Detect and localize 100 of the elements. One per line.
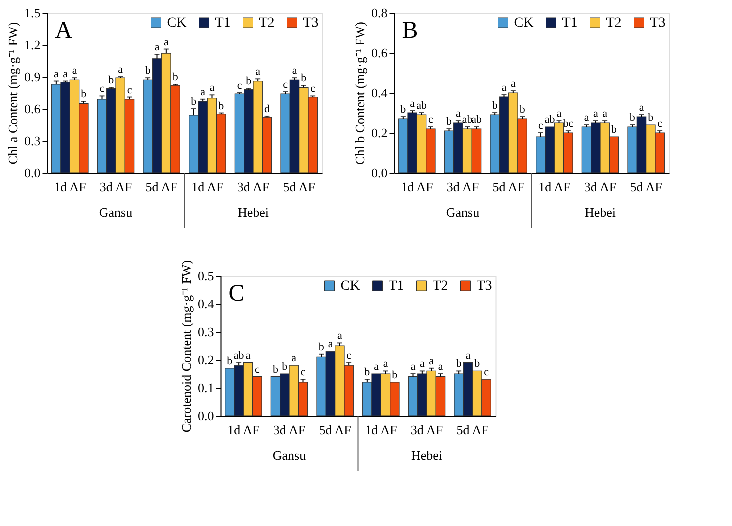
data-label: a [246,350,251,362]
data-label: b [492,100,498,112]
data-label: a [154,42,160,54]
data-label: b [400,104,407,116]
y-tick-label: 0.6 [372,46,388,60]
data-label: b [81,88,88,101]
text: Hebei [238,205,270,220]
data-label: a [292,65,298,78]
data-label: b [145,65,152,78]
data-label: a [502,82,507,94]
data-label: c [538,120,544,132]
data-label: ab [544,114,556,126]
y-tick-label: 0.6 [24,102,42,116]
y-tick-label: 1.2 [24,38,41,52]
data-label: a [383,358,388,370]
data-label: b [218,100,225,112]
legend-label: T3 [650,16,666,31]
legend-label: T1 [215,16,231,31]
data-label: a [593,108,598,120]
legend-label: T2 [259,16,275,31]
legend-label: T3 [476,279,492,294]
chart-title: B [402,18,418,44]
data-label: b [318,341,325,354]
data-label: c [254,364,260,376]
y-tick-label: 0.3 [24,134,41,148]
x-tick-label: 5d AF [492,180,525,194]
data-label: a [63,68,68,80]
x-tick-label: 5d AF [146,180,178,194]
data-label: a [639,102,644,114]
x-tick-label: 3d AF [410,422,444,438]
data-label: b [456,358,462,370]
y-axis-title: Carotenoid Content (mg·g⁻¹ FW) [179,260,194,433]
data-label: ab [416,100,428,112]
chart-title: A [55,18,74,44]
data-label: a [510,78,516,90]
data-label: b [301,72,308,85]
y-tick-label: 0.2 [198,352,214,368]
data-label: c [237,80,242,92]
legend-label: T2 [432,279,448,294]
data-label: ab [234,350,245,362]
data-label: b [474,358,481,370]
y-tick-label: 0.0 [372,166,388,180]
x-tick-label: 1d AF [538,180,571,194]
data-label: c [300,366,306,379]
data-label: c [127,84,132,96]
data-label: ab [472,114,482,126]
data-label: b [364,366,371,379]
x-tick-label: 3d AF [273,422,306,438]
data-label: b [612,124,618,136]
text: Hebei [411,448,443,463]
x-tick-label: 1d AF [228,422,260,438]
y-tick-label: 1.5 [24,6,41,20]
y-tick-label: 0.0 [24,166,41,180]
data-label: a [256,66,261,78]
x-tick-label: 5d AF [283,180,316,194]
x-tick-label: 3d AF [446,180,480,194]
y-tick-label: 0.9 [24,70,41,84]
data-label: b [227,355,234,368]
data-label: c [283,78,288,91]
data-label: a [164,36,169,48]
legend-label: CK [167,16,187,31]
data-label: b [108,74,115,87]
y-tick-label: 0.2 [372,126,388,140]
data-label: d [264,103,270,116]
data-label: c [100,83,105,96]
y-axis-title: Chl a Content (mg·g⁻¹ FW) [6,22,20,165]
data-label: a [54,68,59,80]
y-tick-label: 0.5 [198,268,214,284]
data-label: a [429,355,434,368]
x-tick-label: 1d AF [401,180,434,194]
data-label: a [337,330,342,342]
data-label: c [346,350,352,362]
data-label: ab [462,114,474,126]
legend-label: T1 [388,279,404,294]
legend-label: T3 [303,16,319,31]
x-tick-label: 3d AF [100,180,132,194]
legend-label: CK [514,16,534,31]
data-label: a [438,361,444,373]
y-tick-label: 0.1 [198,380,214,396]
chart-title: C [228,281,245,307]
data-label: a [556,108,562,120]
x-tick-label: 3d AF [584,180,617,194]
x-tick-label: 1d AF [192,180,224,194]
data-label: c [310,83,316,96]
data-label: c [658,118,663,130]
data-label: a [584,112,590,124]
x-tick-label: 1d AF [365,422,398,438]
data-label: a [410,361,416,373]
data-label: b [246,76,252,88]
data-label: a [466,350,471,362]
data-label: bc [563,118,574,130]
y-tick-label: 0.4 [372,86,388,100]
x-tick-label: 1d AF [54,180,86,194]
data-label: b [446,116,452,128]
y-axis-title: Chl b Content (mg·g⁻¹ FW) [352,22,368,165]
y-tick-label: 0.8 [372,6,388,20]
data-label: b [630,112,636,124]
data-label: a [374,361,380,373]
data-label: b [282,361,288,373]
data-label: a [420,358,425,370]
